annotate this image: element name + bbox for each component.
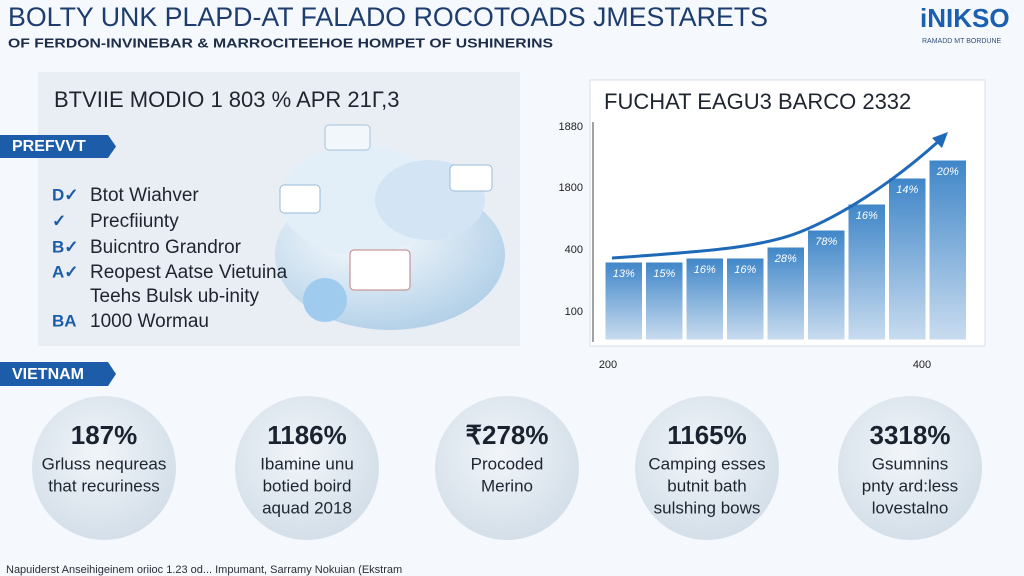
bar-label: 13%: [613, 268, 635, 280]
check-marker: A✓: [52, 262, 79, 281]
stat-text: Merino: [481, 476, 533, 495]
stat-text: botied boird: [263, 476, 352, 495]
stat-circle: [435, 396, 579, 540]
check-marker: D✓: [52, 185, 79, 204]
bar: [847, 203, 886, 341]
bar: [766, 246, 805, 341]
footer: Napuiderst Anseihigeinem oriioc 1.23 od.…: [6, 564, 402, 576]
trend-arrow: [932, 132, 948, 148]
bar: [685, 257, 724, 341]
y-axis-label: 100: [565, 306, 583, 318]
stat-circle: [32, 396, 176, 540]
bar-label: 78%: [815, 236, 837, 248]
bar-label: 20%: [936, 166, 959, 178]
stat-text: Camping esses: [648, 454, 765, 473]
x-axis-label: 400: [913, 359, 931, 371]
logo: iNIKSO: [920, 3, 1010, 33]
chart-title: FUCHAT EAGU3 BARCO 2332: [604, 89, 911, 114]
logo-tagline: RAMADD MT BORDUNE: [922, 38, 1002, 45]
list-item: Reopest Aatse Vietuina: [90, 262, 288, 283]
stat-value: 1186%: [267, 420, 347, 450]
ribbon: [0, 362, 116, 386]
stat-text: Procoded: [471, 454, 544, 473]
stat-text: lovestalno: [872, 498, 949, 517]
stat-text: Ibamine unu: [260, 454, 354, 473]
bar: [645, 261, 684, 341]
stat-circle: [635, 396, 779, 540]
bar: [604, 261, 643, 341]
y-axis-label: 1800: [559, 182, 583, 194]
y-axis-label: 1880: [559, 121, 583, 133]
stat-value: 1165%: [667, 420, 747, 450]
ribbon: [0, 135, 116, 158]
stat-circle: [235, 396, 379, 540]
bar-label: 28%: [774, 253, 797, 265]
subtitle: OF FERDON-INVINEBAR & MARROCITEEHOE HOMP…: [8, 35, 553, 50]
title: BOLTY UNK PLAPD-AT FALADO ROCOTOADS JMES…: [8, 2, 768, 32]
bar: [807, 229, 846, 341]
check-marker: B✓: [52, 237, 79, 256]
list-item: 1000 Wormau: [90, 311, 209, 332]
bar-label: 16%: [734, 264, 756, 276]
ribbon-label: PREFVVT: [12, 138, 86, 155]
stat-text: Gsumnins: [872, 454, 949, 473]
bar-label: 16%: [856, 210, 878, 222]
panel-title: BTVIIE MODIO 1 803 % APR 21Г,3: [54, 87, 399, 112]
bar-label: 15%: [653, 268, 675, 280]
list-item: Buicntro Grandror: [90, 237, 242, 258]
ribbon-label: VIETNAM: [12, 366, 84, 383]
stat-text: pnty ard:less: [862, 476, 958, 495]
stat-value: ₹278%: [465, 420, 548, 450]
trend-line: [611, 138, 942, 260]
bar: [928, 159, 967, 341]
list-item: Precfiiunty: [90, 211, 179, 232]
y-axis-label: 400: [565, 244, 583, 256]
bar-label: 14%: [896, 184, 918, 196]
stat-text: aquad 2018: [262, 498, 352, 517]
bar: [888, 177, 927, 341]
check-marker: BA: [52, 311, 77, 330]
list-item: Btot Wiahver: [90, 185, 199, 206]
check-marker: ✓: [52, 211, 66, 230]
stat-text: that recuriness: [48, 476, 160, 495]
list-item: Teehs Bulsk ub-inity: [90, 286, 259, 307]
blob-illustration: [275, 124, 505, 330]
stat-text: sulshing bows: [654, 498, 761, 517]
x-axis-label: 200: [599, 359, 617, 371]
bar-label: 16%: [694, 264, 716, 276]
stat-circle: [838, 396, 982, 540]
stat-value: 187%: [71, 420, 138, 450]
bar: [726, 257, 765, 341]
stat-text: butnit bath: [667, 476, 746, 495]
stat-text: Grluss nequreas: [42, 454, 167, 473]
stat-value: 3318%: [870, 420, 951, 450]
